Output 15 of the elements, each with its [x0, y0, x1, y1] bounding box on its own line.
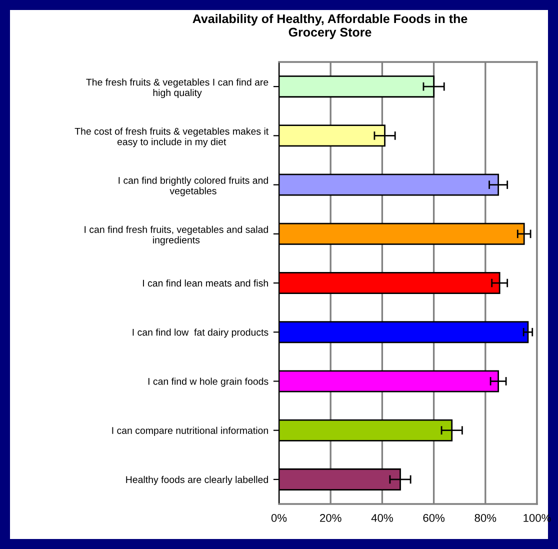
- y-tick-label: Healthy foods are clearly labelled: [126, 476, 268, 485]
- y-tick-label: I can find low fat dairy products: [132, 328, 268, 338]
- y-tick-label: I can find lean meats and fish: [143, 279, 268, 287]
- x-tick-label: 40%: [371, 514, 393, 522]
- x-tick-label: 80%: [474, 514, 496, 522]
- x-tick-label: 60%: [423, 514, 445, 522]
- x-tick-label: 20%: [320, 514, 342, 522]
- y-tick-label: I can find w hole grain foods: [148, 378, 268, 387]
- x-tick-label: 0%: [271, 514, 287, 522]
- chart-title: Availability of Healthy, Affordable Foods in the Grocery Store: [192, 14, 468, 40]
- y-tick-label: I can compare nutritional information: [112, 426, 268, 436]
- y-tick-label: I can find brightly colored fruits and vegetables: [118, 176, 268, 196]
- y-tick-label: The fresh fruits & vegetables I can find are high quality: [86, 78, 268, 98]
- y-tick-label: The cost of fresh fruits & vegetables makes it easy to include in my diet: [74, 128, 269, 148]
- y-tick-label: I can find fresh fruits, vegetables and salad ingredients: [84, 226, 268, 246]
